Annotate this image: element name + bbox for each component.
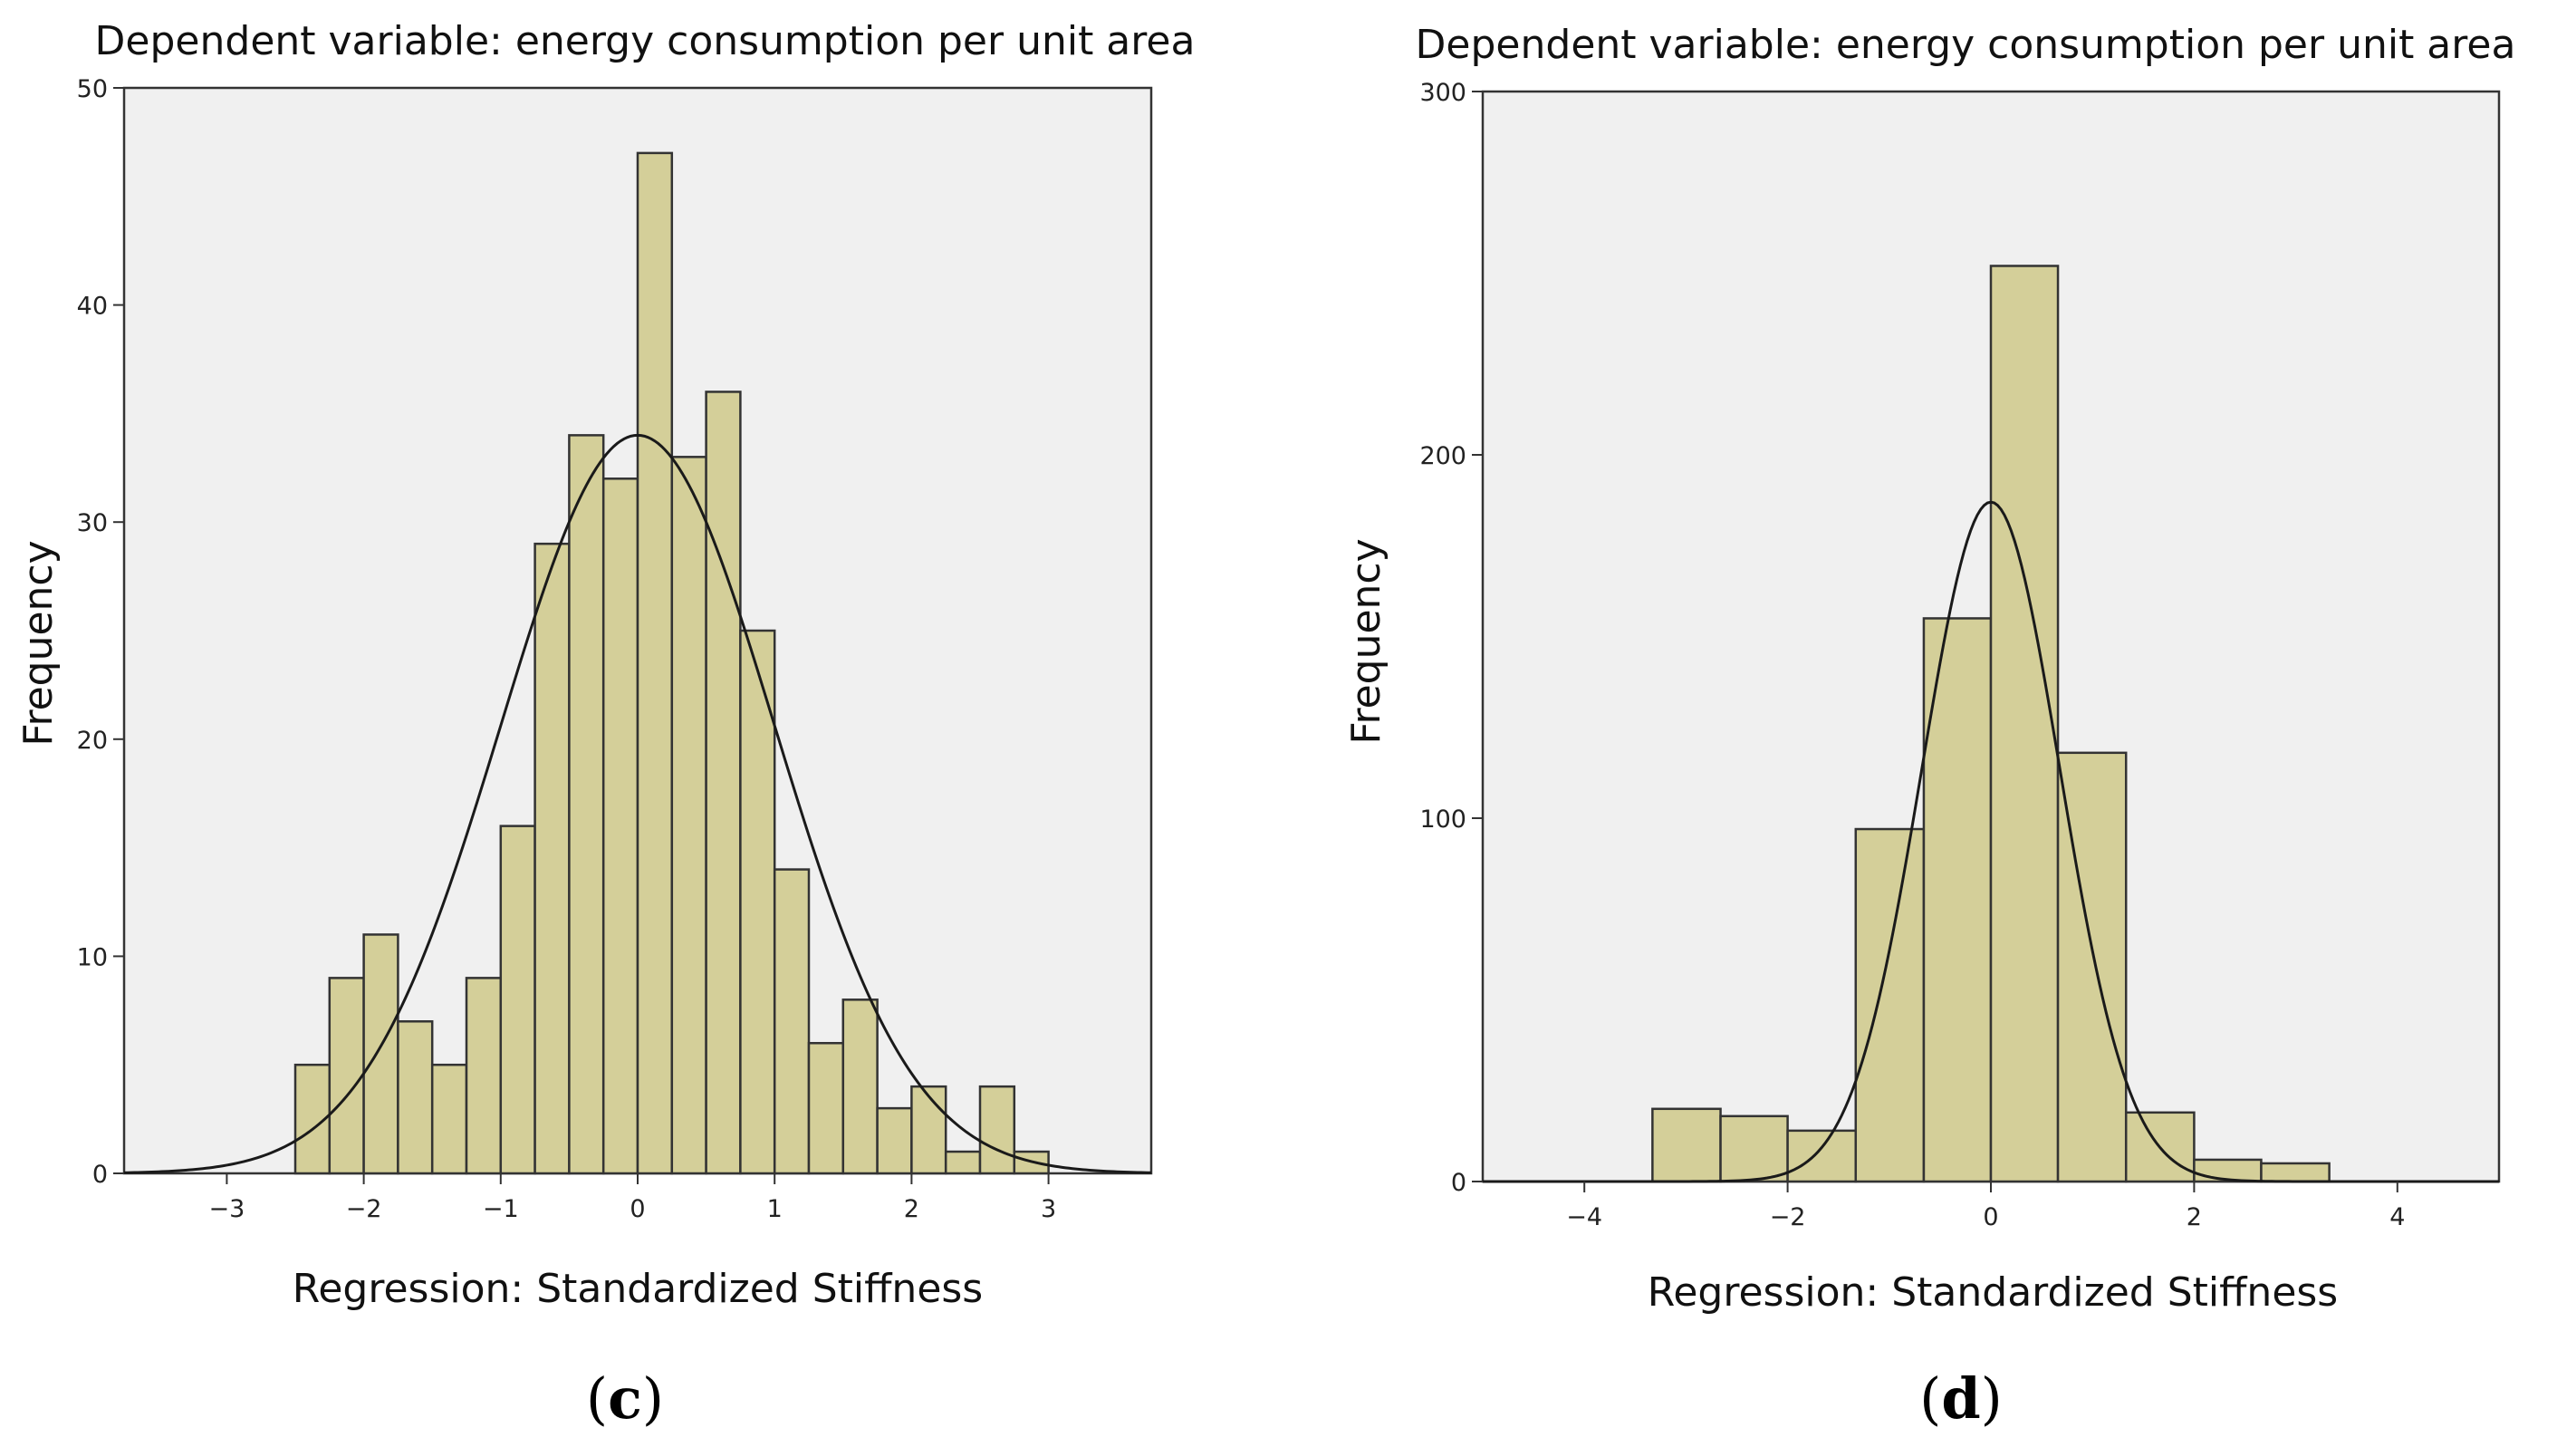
chart-panel-c: Dependent variable: energy consumption p…: [15, 18, 1195, 1432]
bar-d-4: [1922, 617, 1993, 1183]
y-axis-label-d: Frequency: [1343, 538, 1389, 744]
chart-title-c: Dependent variable: energy consumption p…: [95, 18, 1196, 64]
bar-c-20: [978, 1085, 1016, 1175]
bar-c-6: [499, 825, 536, 1175]
normal-curve-c: [123, 433, 1152, 1174]
x-ticks-d: −4 −2 0 2 4: [1566, 1182, 2405, 1231]
bar-c-11: [670, 456, 707, 1175]
x-tick-label-d-0: −4: [1566, 1203, 1602, 1231]
bar-c-17: [876, 1106, 913, 1175]
panel-label-c: (c): [586, 1365, 664, 1432]
y-tick-label-d-2: 200: [1419, 442, 1466, 470]
y-tick-label-d-0: 0: [1451, 1169, 1466, 1197]
x-tick-label-c-2: −1: [483, 1195, 519, 1223]
bar-c-5: [465, 977, 503, 1175]
y-tick-label-c-0: 0: [92, 1161, 108, 1189]
panel-letter-d: d: [1941, 1365, 1980, 1432]
x-tick-label-d-4: 4: [2389, 1203, 2405, 1231]
bar-c-7: [533, 542, 571, 1175]
x-tick-label-c-6: 3: [1041, 1195, 1056, 1223]
bar-c-16: [841, 998, 879, 1175]
panel-label-d: (d): [1919, 1365, 2003, 1432]
bar-c-15: [807, 1041, 845, 1175]
y-tick-label-c-5: 50: [77, 75, 108, 103]
bar-c-12: [705, 391, 742, 1175]
bar-d-2: [1786, 1129, 1858, 1183]
bars-d: [1651, 265, 2331, 1183]
bars-c: [293, 151, 1050, 1175]
y-tick-label-d-1: 100: [1419, 805, 1466, 834]
bar-c-18: [910, 1085, 947, 1175]
bar-d-3: [1854, 827, 1926, 1183]
bar-c-9: [601, 478, 639, 1175]
bar-c-1: [328, 977, 365, 1175]
x-tick-label-d-2: 0: [1983, 1203, 1998, 1231]
y-tick-label-c-3: 30: [77, 509, 108, 537]
bar-d-1: [1719, 1114, 1789, 1183]
bar-c-8: [568, 434, 605, 1175]
chart-title-d: Dependent variable: energy consumption p…: [1416, 22, 2516, 68]
x-tick-label-c-5: 2: [904, 1195, 919, 1223]
bar-d-8: [2193, 1158, 2263, 1183]
panel-letter-c: c: [608, 1365, 642, 1432]
bar-c-3: [397, 1020, 434, 1175]
bar-c-2: [362, 933, 399, 1175]
x-tick-label-c-3: 0: [630, 1195, 645, 1223]
x-axis-label-d: Regression: Standardized Stiffness: [1648, 1269, 2338, 1316]
bar-d-9: [2260, 1162, 2331, 1183]
x-ticks-c: −3 −2 −1 0 1 2 3: [208, 1173, 1056, 1223]
chart-panel-d: Dependent variable: energy consumption p…: [1343, 22, 2515, 1432]
x-tick-label-d-1: −2: [1770, 1203, 1806, 1231]
y-tick-label-c-4: 40: [77, 293, 108, 321]
bar-c-4: [430, 1063, 468, 1175]
y-axis-label-c: Frequency: [15, 540, 62, 746]
x-tick-label-d-3: 2: [2187, 1203, 2202, 1231]
x-tick-label-c-1: −2: [346, 1195, 382, 1223]
normal-curve-d: [1483, 500, 2499, 1183]
bar-c-10: [636, 151, 674, 1175]
x-axis-label-c: Regression: Standardized Stiffness: [293, 1266, 983, 1312]
bar-d-0: [1651, 1107, 1722, 1183]
bar-c-19: [944, 1150, 982, 1175]
x-tick-label-c-0: −3: [208, 1195, 245, 1223]
y-tick-label-c-1: 10: [77, 943, 108, 971]
bar-d-5: [1989, 265, 2060, 1183]
y-tick-label-d-3: 300: [1419, 79, 1466, 107]
y-tick-label-c-2: 20: [77, 727, 108, 755]
bar-c-14: [773, 868, 811, 1175]
x-tick-label-c-4: 1: [767, 1195, 783, 1223]
y-ticks-d: 0 100 200 300: [1419, 79, 1483, 1197]
y-ticks-c: 0 10 20 30 40 50: [77, 75, 124, 1189]
